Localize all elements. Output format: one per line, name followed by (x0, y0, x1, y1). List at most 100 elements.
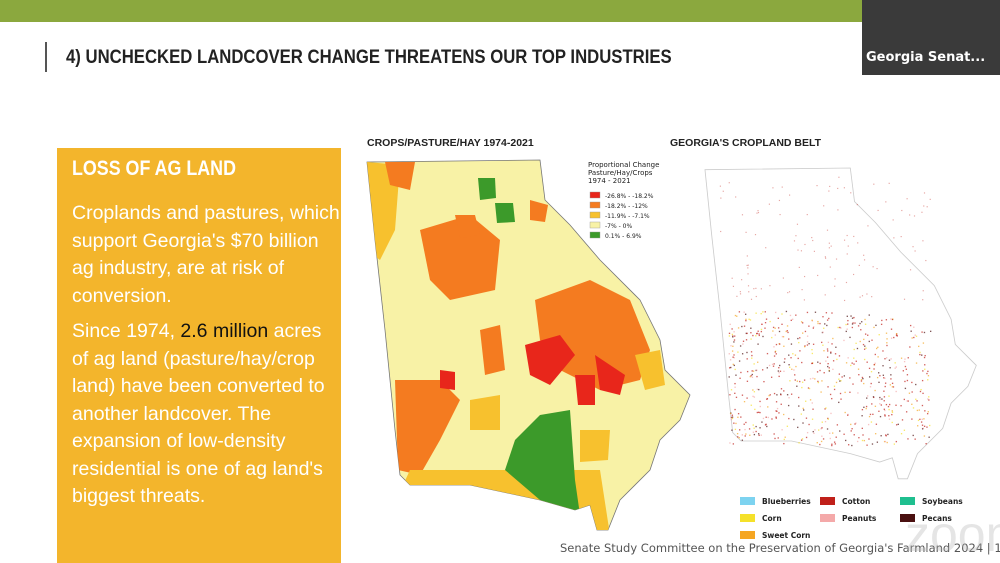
crop-dot (845, 281, 848, 284)
crop-dot (781, 186, 783, 188)
crop-dot (783, 442, 785, 445)
crop-dot (868, 415, 871, 418)
crop-dot (862, 377, 864, 380)
crop-dot (883, 377, 885, 379)
legend-title: Proportional Change (588, 161, 659, 169)
crop-dot (728, 376, 730, 378)
crop-dot (735, 374, 737, 376)
crop-dot (801, 332, 804, 334)
crop-dot (737, 412, 740, 415)
crop-dot (772, 330, 774, 332)
crop-dot (835, 346, 837, 348)
crop-dot (757, 211, 760, 214)
crop-dot (885, 319, 888, 321)
crop-dot (799, 380, 801, 383)
crop-dot (926, 426, 928, 428)
crop-dot (771, 363, 774, 366)
crop-dot (879, 398, 881, 401)
crop-dot (888, 408, 890, 411)
crop-dot (755, 335, 757, 337)
slide-title: 4) UNCHECKED LANDCOVER CHANGE THREATENS … (66, 47, 672, 68)
crop-dot (733, 339, 736, 341)
crop-dot (733, 357, 735, 359)
crop-dot (779, 364, 781, 367)
crop-dot (719, 185, 721, 187)
crop-dot (806, 213, 808, 216)
crop-dot (814, 311, 817, 313)
crop-dot (853, 434, 855, 436)
crop-dot (904, 365, 907, 368)
crop-dot (801, 386, 803, 389)
crop-dot (884, 415, 886, 417)
crop-dot (746, 380, 749, 382)
crop-dot (911, 381, 913, 384)
crop-dot (882, 350, 884, 352)
crop-dot (750, 404, 752, 406)
crop-dot (856, 347, 859, 350)
crop-dot (836, 424, 839, 426)
crop-dot (776, 394, 778, 396)
crop-dot (775, 410, 777, 412)
crop-dot (808, 387, 811, 390)
crop-dot (751, 357, 753, 359)
crop-dot (749, 319, 752, 321)
crop-dot (812, 408, 814, 410)
crop-dot (797, 396, 800, 399)
legend-swatch (740, 531, 755, 539)
crop-dot (802, 407, 804, 410)
title-rule (45, 42, 47, 72)
crop-dot (860, 329, 862, 331)
crop-dot (885, 201, 887, 203)
crop-dot (778, 375, 780, 378)
crop-dot (880, 323, 883, 326)
crop-dot (915, 362, 918, 364)
crop-dot (799, 350, 801, 352)
crop-dot (870, 370, 873, 373)
legend-swatch (820, 497, 835, 505)
crop-dot (926, 206, 928, 208)
crop-dot (745, 231, 747, 233)
crop-dot (879, 415, 882, 418)
crop-dot (916, 400, 918, 402)
crop-dot (863, 348, 866, 350)
crop-dot (787, 331, 789, 334)
crop-dot (886, 441, 888, 444)
crop-dot (804, 330, 807, 333)
crop-dot (845, 323, 847, 326)
crop-dot (754, 234, 757, 236)
crop-dot (745, 339, 748, 341)
crop-dot (826, 428, 829, 430)
crop-dot (855, 422, 857, 424)
crop-dot (877, 209, 879, 212)
crop-dot (824, 323, 826, 325)
crop-dot (764, 424, 767, 426)
crop-dot (885, 332, 888, 334)
crop-dot (863, 382, 865, 385)
crop-dot (741, 279, 743, 281)
crop-dot (765, 416, 767, 418)
crop-dot (835, 258, 838, 260)
crop-dot (757, 210, 759, 212)
crop-dot (875, 324, 877, 327)
crop-dot (907, 357, 909, 359)
crop-dot (741, 394, 744, 396)
crop-dot (783, 438, 785, 441)
crop-dot (903, 398, 905, 401)
crop-dot (817, 361, 819, 363)
crop-dot (811, 402, 813, 404)
crop-dot (729, 412, 732, 415)
crop-dot (865, 405, 868, 408)
crop-dot (720, 197, 722, 199)
crop-dot (760, 328, 763, 331)
crop-dot (867, 423, 870, 426)
crop-dot (829, 432, 831, 434)
crop-dot (789, 314, 792, 317)
crop-dot (778, 330, 781, 333)
crop-dot (849, 336, 851, 339)
crop-dot (870, 382, 872, 385)
crop-dot (730, 418, 733, 421)
crop-dot (863, 338, 865, 341)
crop-dot (878, 410, 880, 412)
crop-dot (737, 327, 740, 329)
crop-dot (857, 325, 860, 327)
